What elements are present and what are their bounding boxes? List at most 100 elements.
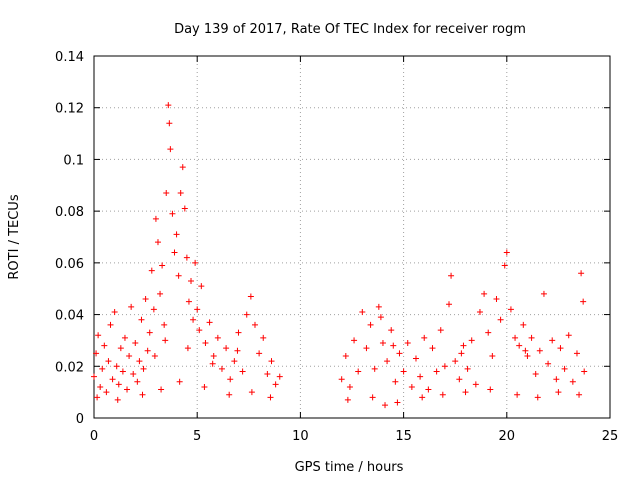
data-point: [243, 311, 250, 318]
data-point: [201, 383, 208, 390]
data-point: [553, 376, 560, 383]
data-point: [198, 283, 205, 290]
data-point: [192, 259, 199, 266]
x-axis-label: GPS time / hours: [295, 460, 404, 475]
y-tick-label: 0.02: [55, 360, 84, 375]
data-point: [576, 391, 583, 398]
data-point: [93, 350, 100, 357]
data-point: [150, 306, 157, 313]
data-point: [501, 262, 508, 269]
data-point: [91, 373, 97, 380]
data-point: [369, 394, 376, 401]
data-point: [472, 381, 479, 388]
data-point: [256, 350, 263, 357]
data-point: [433, 368, 440, 375]
data-point: [165, 102, 172, 109]
data-point: [167, 146, 174, 153]
data-point: [115, 381, 122, 388]
data-point: [126, 352, 133, 359]
data-point: [158, 386, 165, 393]
data-point: [565, 332, 572, 339]
data-point: [176, 378, 183, 385]
data-point: [516, 342, 523, 349]
data-point: [169, 210, 176, 217]
data-point: [223, 345, 230, 352]
data-point: [437, 327, 444, 334]
data-point: [161, 321, 168, 328]
data-point: [441, 363, 448, 370]
data-point: [446, 301, 453, 308]
data-point: [181, 205, 188, 212]
data-point: [113, 363, 120, 370]
data-point: [162, 337, 169, 344]
data-points: [91, 102, 588, 409]
data-point: [179, 164, 186, 171]
data-point: [152, 215, 159, 222]
data-point: [154, 239, 161, 246]
data-point: [456, 376, 463, 383]
data-point: [512, 334, 519, 341]
data-point: [534, 394, 541, 401]
data-point: [439, 391, 446, 398]
data-point: [202, 340, 209, 347]
data-point: [132, 340, 139, 347]
y-tick-label: 0.08: [55, 205, 84, 220]
data-point: [417, 373, 424, 380]
data-point: [218, 365, 225, 372]
data-point: [148, 267, 155, 274]
data-point: [247, 293, 254, 300]
data-point: [452, 358, 459, 365]
data-point: [227, 376, 234, 383]
data-point: [234, 347, 241, 354]
data-point: [371, 365, 378, 372]
data-point: [117, 345, 124, 352]
data-point: [139, 391, 146, 398]
x-tick-label: 5: [193, 429, 201, 444]
data-point: [338, 376, 345, 383]
data-point: [97, 383, 104, 390]
data-point: [206, 319, 213, 326]
x-tick-label: 25: [602, 429, 619, 444]
data-point: [524, 352, 531, 359]
data-point: [359, 308, 366, 315]
ticks: 0 5 10 15 20 25 0 0.02 0.04 0.06 0.08 0.1 0.12 0.14: [55, 50, 618, 444]
data-point: [183, 254, 190, 261]
data-point: [487, 386, 494, 393]
data-point: [390, 342, 397, 349]
data-point: [458, 350, 465, 357]
data-point: [569, 378, 576, 385]
data-point: [476, 308, 483, 315]
data-point: [400, 368, 407, 375]
data-point: [175, 272, 182, 279]
data-point: [514, 391, 521, 398]
data-point: [267, 394, 274, 401]
data-point: [276, 373, 283, 380]
y-tick-label: 0.06: [55, 257, 84, 272]
data-point: [540, 290, 547, 297]
data-point: [209, 360, 216, 367]
data-point: [532, 371, 539, 378]
data-point: [114, 396, 121, 403]
data-point: [355, 368, 362, 375]
data-point: [111, 308, 118, 315]
data-point: [231, 358, 238, 365]
x-tick-label: 15: [395, 429, 412, 444]
data-point: [151, 352, 158, 359]
y-tick-label: 0.12: [55, 102, 84, 117]
data-point: [99, 365, 106, 372]
data-point: [188, 277, 195, 284]
data-point: [363, 345, 370, 352]
data-point: [226, 391, 233, 398]
data-point: [235, 329, 242, 336]
data-point: [101, 342, 108, 349]
y-tick-label: 0.14: [55, 50, 84, 65]
plot-frame: [93, 55, 611, 419]
data-point: [138, 316, 145, 323]
data-point: [128, 303, 135, 310]
data-point: [346, 383, 353, 390]
data-point: [144, 347, 151, 354]
data-point: [392, 378, 399, 385]
data-point: [379, 340, 386, 347]
y-tick-label: 0: [76, 412, 84, 427]
